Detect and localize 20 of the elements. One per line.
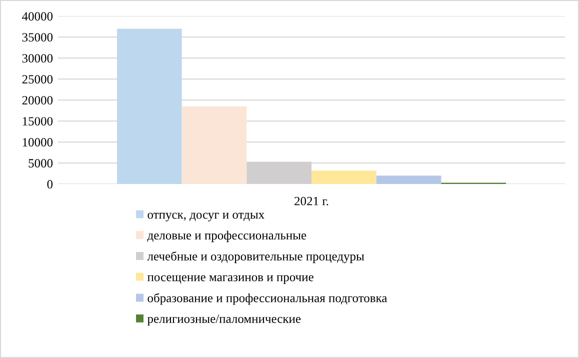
bar — [116, 28, 182, 184]
y-tick-label: 20000 — [22, 96, 53, 105]
legend-label: посещение магазинов и прочие — [147, 275, 314, 284]
legend-label: образование и профессиональная подготовка — [148, 293, 388, 305]
y-tick-label: 10000 — [22, 138, 53, 146]
y-tick-label: 35000 — [22, 33, 53, 42]
y-tick-label: 40000 — [22, 12, 53, 21]
y-tick-label: 25000 — [22, 75, 53, 84]
x-tick-label: 2021 г. — [294, 196, 328, 206]
y-tick-label: 5000 — [28, 159, 53, 168]
y-tick-label: 15000 — [22, 117, 53, 126]
bar — [182, 106, 247, 184]
bar — [376, 176, 442, 184]
bar — [312, 170, 376, 184]
legend-label: отпуск, досуг и отдых — [148, 212, 264, 222]
legend-label: религиозные/паломнические — [147, 314, 301, 326]
legend-label: лечебные и оздоровительные процедуры — [147, 251, 364, 264]
y-tick-label: 0 — [47, 180, 53, 188]
legend-label: деловые и профессиональные — [147, 230, 306, 242]
y-tick-label: 30000 — [22, 54, 53, 63]
